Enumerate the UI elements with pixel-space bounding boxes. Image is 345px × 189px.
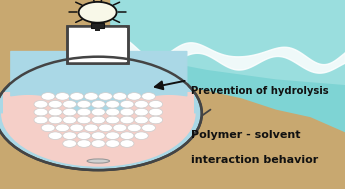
Circle shape xyxy=(63,132,77,139)
Circle shape xyxy=(149,101,162,108)
Circle shape xyxy=(41,124,55,132)
Bar xyxy=(3,92,194,116)
Circle shape xyxy=(41,93,55,100)
Circle shape xyxy=(149,116,162,124)
Bar xyxy=(69,26,126,63)
Polygon shape xyxy=(110,0,345,132)
Circle shape xyxy=(84,93,98,100)
Circle shape xyxy=(99,93,112,100)
Text: interaction behavior: interaction behavior xyxy=(191,155,319,165)
Circle shape xyxy=(106,132,120,139)
Circle shape xyxy=(79,2,117,23)
Circle shape xyxy=(120,116,134,124)
Circle shape xyxy=(48,108,62,116)
Circle shape xyxy=(77,132,91,139)
Circle shape xyxy=(77,101,91,108)
Circle shape xyxy=(142,124,156,132)
Circle shape xyxy=(63,116,77,124)
Bar xyxy=(69,63,126,113)
Circle shape xyxy=(120,101,134,108)
Circle shape xyxy=(0,57,202,170)
Text: Polymer - solvent: Polymer - solvent xyxy=(191,130,301,140)
Circle shape xyxy=(48,132,62,139)
Circle shape xyxy=(127,93,141,100)
Circle shape xyxy=(135,116,148,124)
Circle shape xyxy=(142,93,156,100)
Circle shape xyxy=(77,116,91,124)
Circle shape xyxy=(34,116,48,124)
Wedge shape xyxy=(1,113,196,167)
Circle shape xyxy=(34,108,48,116)
Circle shape xyxy=(91,101,105,108)
Circle shape xyxy=(91,108,105,116)
Circle shape xyxy=(120,140,134,147)
Circle shape xyxy=(106,101,120,108)
Circle shape xyxy=(63,101,77,108)
Bar xyxy=(67,26,128,63)
Circle shape xyxy=(106,140,120,147)
Circle shape xyxy=(135,108,148,116)
Bar xyxy=(91,23,104,28)
Circle shape xyxy=(70,124,84,132)
Circle shape xyxy=(149,108,162,116)
Circle shape xyxy=(113,93,127,100)
Circle shape xyxy=(48,116,62,124)
Circle shape xyxy=(106,108,120,116)
Circle shape xyxy=(63,140,77,147)
Circle shape xyxy=(113,124,127,132)
Circle shape xyxy=(56,93,69,100)
Circle shape xyxy=(77,140,91,147)
Bar xyxy=(95,28,100,31)
Circle shape xyxy=(48,101,62,108)
Circle shape xyxy=(56,124,69,132)
Circle shape xyxy=(34,101,48,108)
Circle shape xyxy=(91,116,105,124)
Circle shape xyxy=(120,132,134,139)
Circle shape xyxy=(106,116,120,124)
Circle shape xyxy=(77,108,91,116)
Bar xyxy=(67,26,128,63)
Circle shape xyxy=(135,101,148,108)
Circle shape xyxy=(84,124,98,132)
Circle shape xyxy=(70,93,84,100)
Circle shape xyxy=(135,132,148,139)
Circle shape xyxy=(91,140,105,147)
Circle shape xyxy=(127,124,141,132)
Circle shape xyxy=(91,132,105,139)
Text: Prevention of hydrolysis: Prevention of hydrolysis xyxy=(191,86,329,96)
Circle shape xyxy=(99,124,112,132)
Polygon shape xyxy=(110,0,345,85)
Ellipse shape xyxy=(87,159,110,163)
Circle shape xyxy=(63,108,77,116)
Circle shape xyxy=(120,108,134,116)
